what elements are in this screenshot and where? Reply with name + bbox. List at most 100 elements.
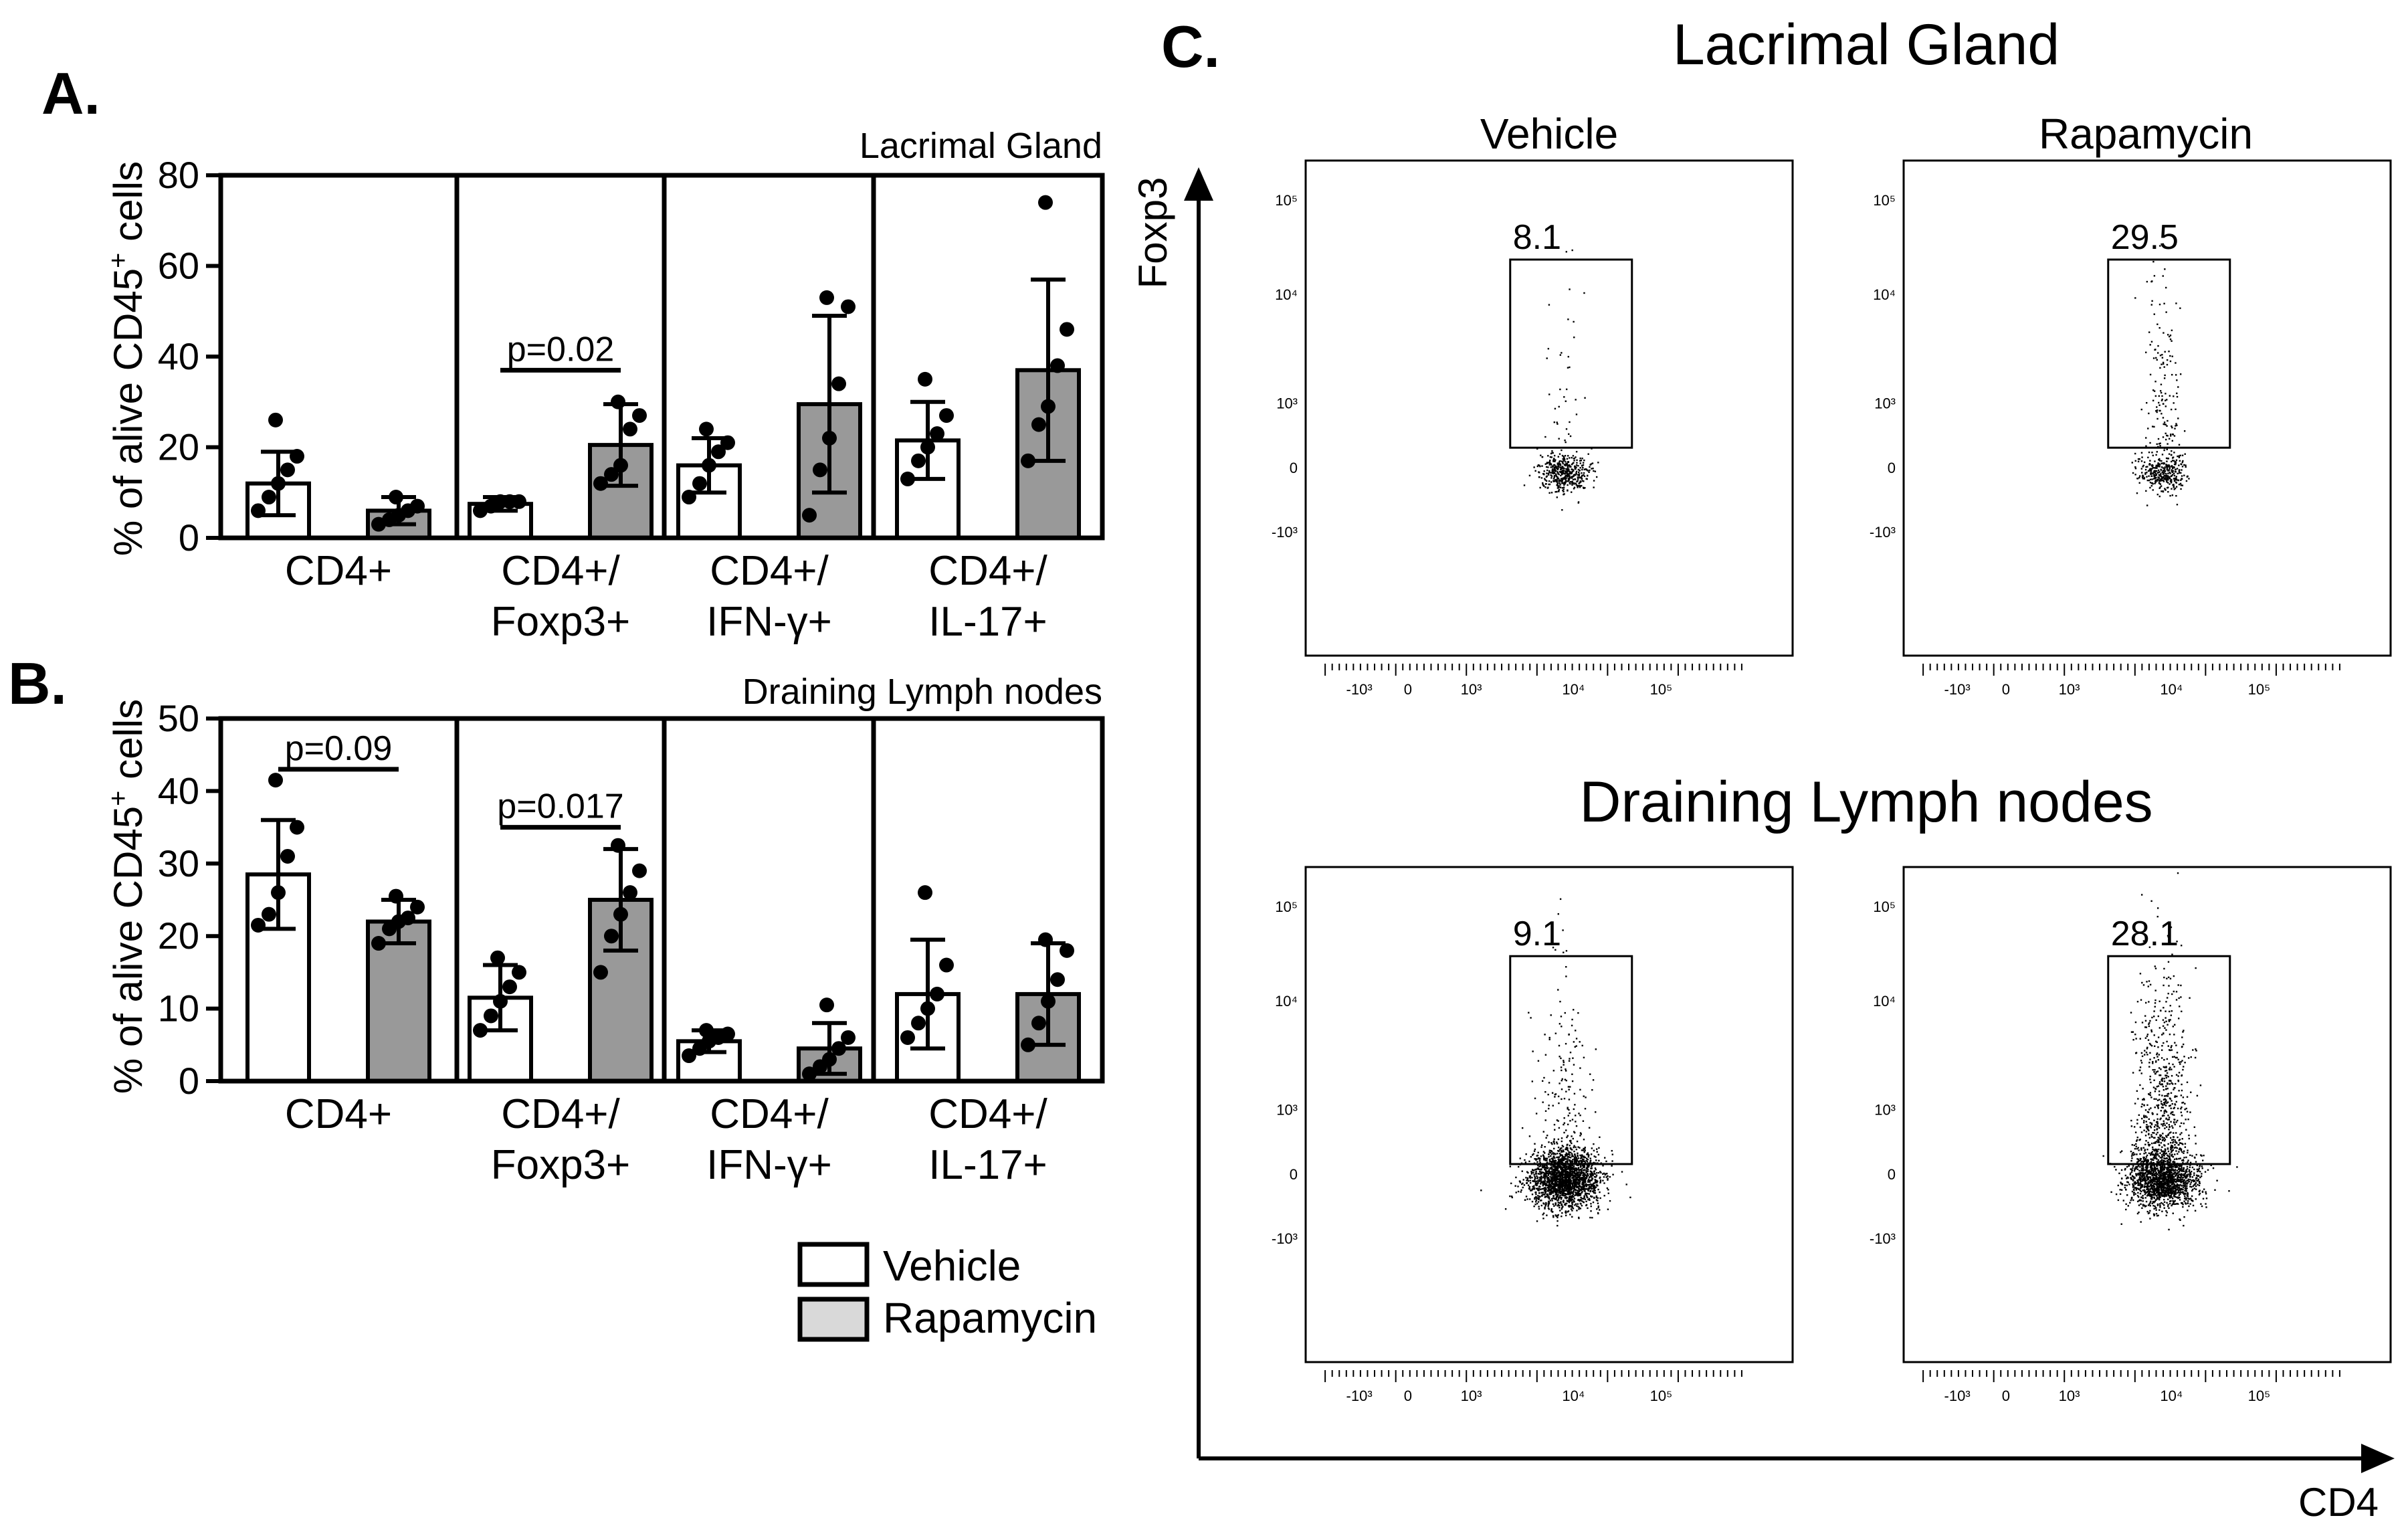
data-point-rapamycin: [813, 462, 827, 478]
category-label: CD4+/: [928, 1091, 1047, 1137]
flow-x-minor-ticks: [1324, 664, 1742, 676]
data-point-vehicle: [939, 408, 954, 423]
y-tick-label: 40: [158, 335, 199, 377]
flow-plot: 10⁵ 10⁴ 10³ 0 -10³ -10³ 0 10³ 10⁴ 10⁵ 29.5: [1870, 126, 2392, 698]
data-point-rapamycin: [389, 490, 403, 505]
category-label: Foxp3+: [491, 599, 631, 645]
data-point-vehicle: [502, 979, 517, 995]
legend: Vehicle Rapamycin: [797, 1242, 1097, 1342]
data-point-vehicle: [682, 1048, 696, 1064]
y-tick-label: 40: [158, 769, 199, 811]
flow-y-tick-label: 10³: [1874, 395, 1896, 412]
flow-x-tick-label: 10⁴: [1562, 1388, 1585, 1404]
legend-swatch-vehicle: [797, 1242, 870, 1287]
p-value-label: p=0.017: [497, 787, 623, 826]
data-point-vehicle: [900, 471, 915, 486]
flow-x-tick-label: 10⁵: [1650, 681, 1673, 698]
data-point-rapamycin: [841, 299, 856, 314]
flow-events: [2131, 126, 2190, 506]
flow-gate: [1509, 258, 1633, 449]
flow-x-tick-label: -10³: [1346, 681, 1373, 698]
bar-rapamycin: [588, 898, 654, 1083]
gate-percentage-label: 29.5: [2111, 218, 2179, 257]
flow-x-tick-label: 0: [2002, 1388, 2010, 1404]
data-point-vehicle: [268, 412, 283, 427]
data-point-vehicle: [702, 458, 716, 473]
data-point-rapamycin: [613, 906, 628, 922]
p-value-label: p=0.09: [285, 729, 393, 768]
data-point-rapamycin: [819, 997, 834, 1013]
data-point-vehicle: [280, 848, 295, 864]
flow-x-tick-label: -10³: [1944, 681, 1971, 698]
flow-y-label: Foxp3: [1130, 177, 1175, 289]
data-point-rapamycin: [1038, 932, 1053, 947]
flow-x-tick-label: 10³: [1461, 1388, 1482, 1404]
y-tick-label: 50: [158, 697, 199, 739]
flow-x-tick-label: 10⁵: [2248, 681, 2271, 698]
chart-a-frame: [218, 173, 1105, 541]
data-point-rapamycin: [593, 476, 608, 491]
flow-gate: [1509, 955, 1633, 1165]
flow-y-tick-label: 10⁵: [1275, 192, 1298, 209]
data-point-vehicle: [911, 1016, 926, 1031]
data-point-rapamycin: [831, 376, 846, 391]
data-point-vehicle: [911, 453, 926, 468]
data-point-vehicle: [490, 950, 505, 965]
gate-percentage-label: 8.1: [1513, 218, 1561, 257]
data-point-rapamycin: [632, 863, 647, 878]
category-label: CD4+/: [928, 548, 1047, 594]
data-point-rapamycin: [819, 290, 834, 305]
flow-x-tick-label: 10⁵: [2248, 1388, 2271, 1404]
data-point-rapamycin: [623, 885, 637, 900]
data-point-vehicle: [512, 965, 526, 980]
data-point-vehicle: [271, 476, 286, 491]
category-label: CD4+/: [501, 548, 620, 594]
chart-b-ylabel: % of alive CD45+ cells: [104, 699, 150, 1094]
data-point-rapamycin: [1021, 453, 1035, 468]
data-point-rapamycin: [604, 467, 619, 482]
flow-x-tick-label: 10³: [2059, 681, 2080, 698]
data-point-vehicle: [930, 986, 944, 1001]
y-tick-label: 60: [158, 245, 199, 287]
data-point-rapamycin: [1050, 358, 1065, 373]
panel-label-c: C.: [1161, 13, 1220, 80]
data-point-vehicle: [290, 449, 304, 464]
flow-plot-frame: [1902, 159, 2392, 657]
data-point-rapamycin: [1041, 399, 1056, 414]
data-point-vehicle: [920, 440, 935, 455]
data-point-vehicle: [490, 496, 505, 512]
y-tick-label: 0: [179, 1060, 199, 1102]
data-point-vehicle: [918, 885, 932, 900]
chart-a-ylabel: % of alive CD45+ cells: [104, 161, 150, 556]
data-point-rapamycin: [613, 458, 628, 473]
y-tick-label: 20: [158, 426, 199, 468]
flow-x-arrowhead: [2361, 1444, 2395, 1473]
flow-y-tick-label: 10⁵: [1873, 898, 1896, 915]
y-tick-label: 30: [158, 842, 199, 884]
category-label: CD4+: [285, 548, 392, 594]
flow-y-tick-label: -10³: [1272, 524, 1298, 541]
data-point-vehicle: [682, 490, 696, 505]
flow-events: [1480, 898, 1631, 1227]
data-point-rapamycin: [593, 965, 608, 980]
flow-x-tick-label: 10⁴: [2160, 681, 2183, 698]
data-point-vehicle: [512, 494, 526, 509]
flow-events: [2102, 872, 2238, 1231]
data-point-vehicle: [262, 490, 276, 505]
category-label: CD4+/: [710, 548, 829, 594]
flow-y-tick-label: 0: [1290, 1166, 1298, 1183]
data-point-rapamycin: [410, 498, 425, 514]
data-point-vehicle: [720, 1026, 735, 1042]
data-point-rapamycin: [1021, 1037, 1035, 1052]
flow-x-tick-label: 0: [1404, 681, 1412, 698]
flow-x-tick-label: -10³: [1346, 1388, 1373, 1404]
data-point-rapamycin: [1031, 417, 1046, 432]
flow-plot-frame: [1304, 159, 1794, 657]
flow-y-tick-label: 10³: [1874, 1102, 1896, 1119]
data-point-rapamycin: [371, 936, 386, 951]
flow-y-tick-label: -10³: [1870, 1230, 1896, 1247]
data-point-vehicle: [484, 1008, 498, 1024]
flow-plot-frame: [1902, 866, 2392, 1363]
